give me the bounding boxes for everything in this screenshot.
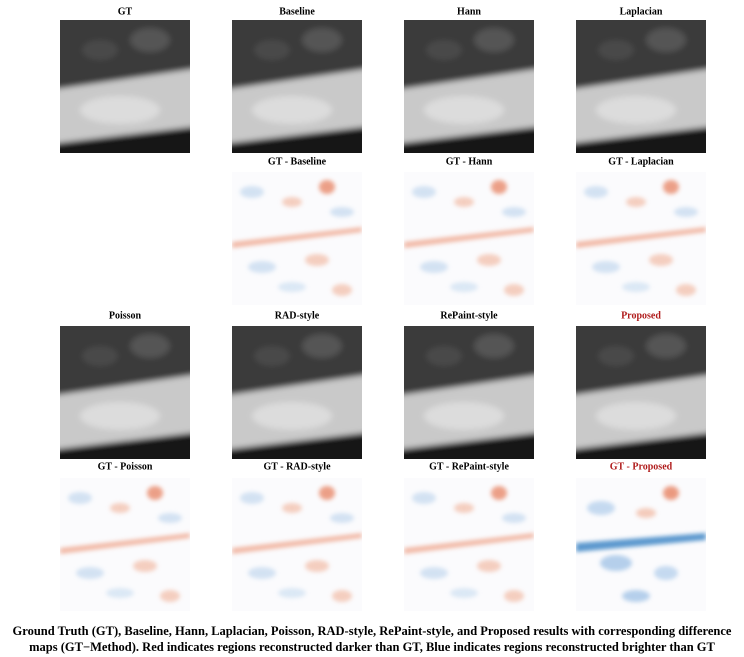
panel-title: GT	[118, 6, 133, 17]
panel-title: Poisson	[109, 310, 142, 321]
caption-line: maps (GT−Method). Red indicates regions …	[29, 640, 715, 654]
difference-map	[576, 172, 706, 305]
panel-title: GT - RAD-style	[263, 461, 331, 472]
difference-map	[404, 172, 534, 305]
difference-map	[60, 478, 190, 611]
panel-title: GT - Hann	[446, 156, 493, 167]
panel-title: Hann	[457, 6, 481, 17]
difference-map	[232, 172, 362, 305]
reconstruction-image	[394, 10, 544, 160]
panel-title: GT - Baseline	[268, 156, 327, 167]
caption-line: Ground Truth (GT), Baseline, Hann, Lapla…	[13, 624, 732, 638]
panel-title: RePaint-style	[440, 310, 498, 321]
panel-title: Proposed	[621, 310, 661, 321]
reconstruction-image	[394, 316, 544, 466]
reconstruction-image	[222, 316, 372, 466]
panel-title: GT - Poisson	[98, 461, 153, 472]
reconstruction-image	[566, 10, 716, 160]
panel-title: RAD-style	[275, 310, 320, 321]
reconstruction-image	[50, 10, 200, 160]
reconstruction-image	[566, 316, 716, 466]
difference-map	[404, 478, 534, 611]
difference-map	[576, 478, 706, 611]
panel-title: Laplacian	[620, 6, 663, 17]
reconstruction-image	[222, 10, 372, 160]
panel-title: Baseline	[279, 6, 315, 17]
reconstruction-image	[50, 316, 200, 466]
panel-title: GT - Laplacian	[608, 156, 674, 167]
difference-map	[232, 478, 362, 611]
panel-title: GT - Proposed	[610, 461, 673, 472]
panel-title: GT - RePaint-style	[429, 461, 509, 472]
